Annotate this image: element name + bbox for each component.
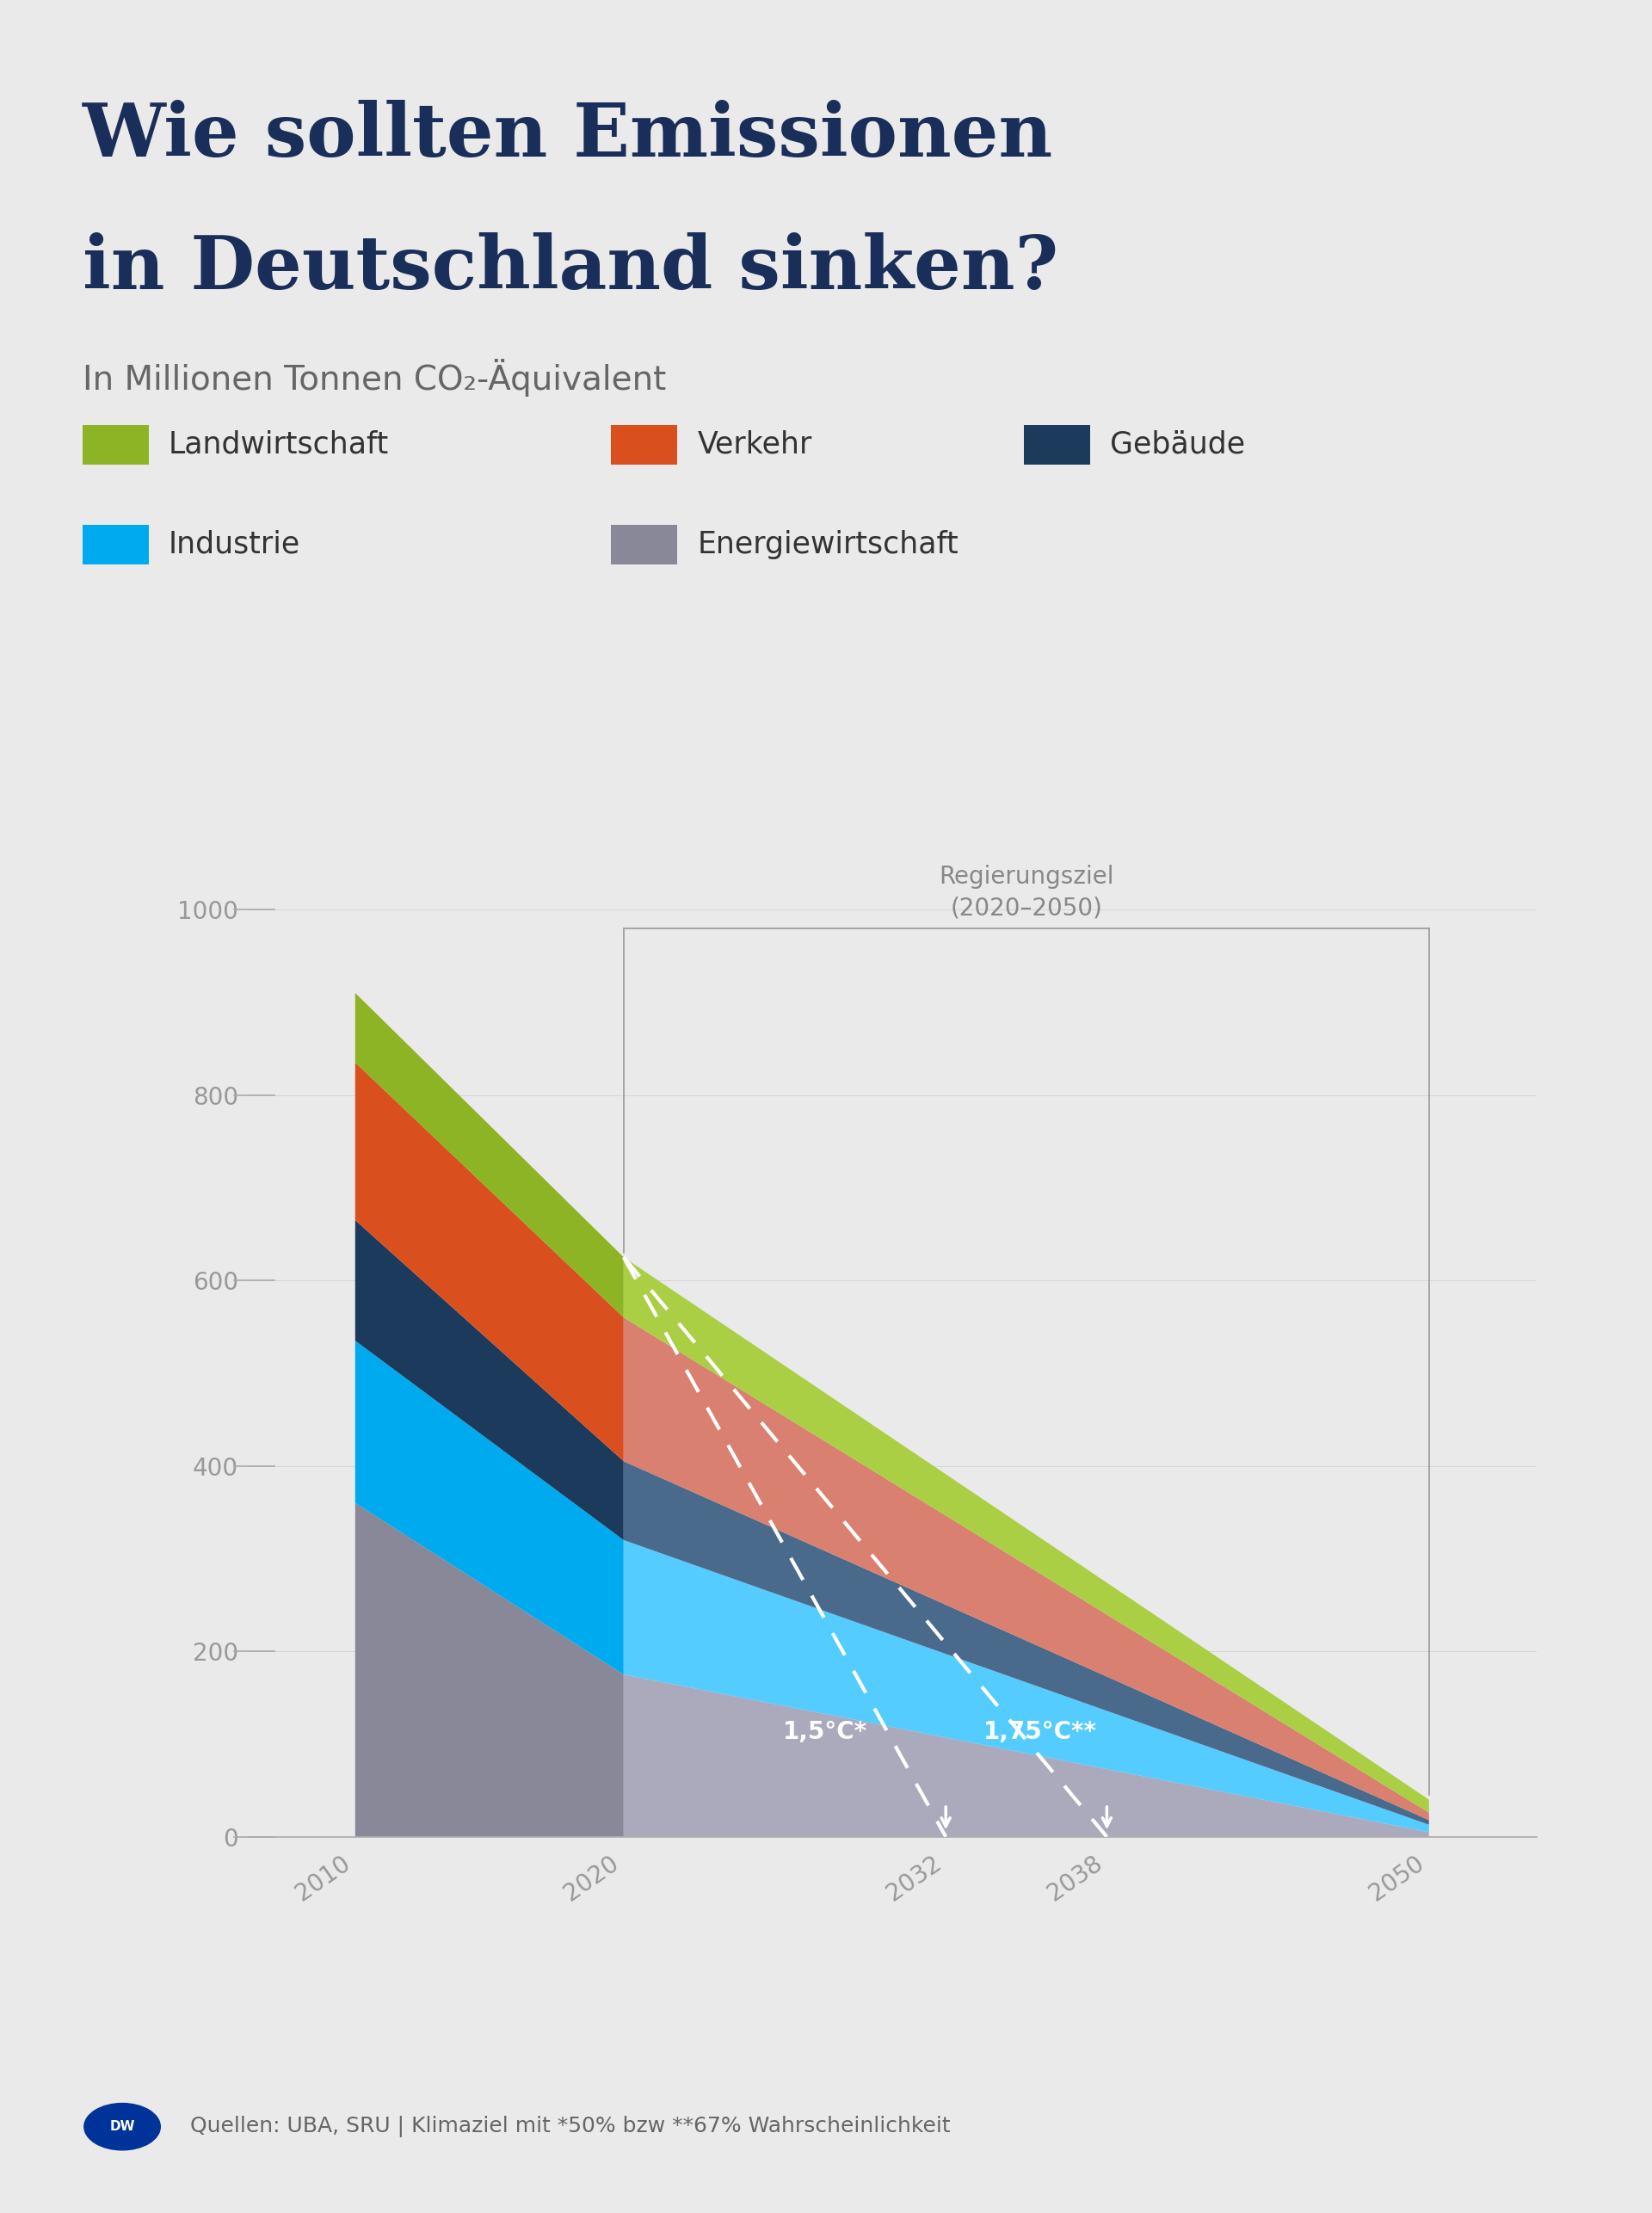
Text: Energiewirtschaft: Energiewirtschaft xyxy=(697,529,958,560)
Text: DW: DW xyxy=(109,2120,135,2133)
Text: Quellen: UBA, SRU | Klimaziel mit *50% bzw **67% Wahrscheinlichkeit: Quellen: UBA, SRU | Klimaziel mit *50% b… xyxy=(190,2116,950,2138)
Text: Verkehr: Verkehr xyxy=(697,429,811,460)
Polygon shape xyxy=(624,1317,1429,1819)
Text: Wie sollten Emissionen: Wie sollten Emissionen xyxy=(83,100,1054,173)
Text: 1,75°C**: 1,75°C** xyxy=(983,1720,1097,1744)
Polygon shape xyxy=(355,994,624,1317)
Polygon shape xyxy=(355,1341,624,1675)
Polygon shape xyxy=(355,1062,624,1461)
Text: Industrie: Industrie xyxy=(169,529,301,560)
Polygon shape xyxy=(624,1257,1429,1812)
Text: Landwirtschaft: Landwirtschaft xyxy=(169,429,388,460)
Polygon shape xyxy=(355,1503,624,1837)
Polygon shape xyxy=(624,1540,1429,1832)
Text: in Deutschland sinken?: in Deutschland sinken? xyxy=(83,232,1059,305)
Text: Regierungsziel
(2020–2050): Regierungsziel (2020–2050) xyxy=(938,865,1113,921)
Polygon shape xyxy=(624,1461,1429,1826)
Circle shape xyxy=(84,2102,160,2151)
Text: 1,5°C*: 1,5°C* xyxy=(783,1720,867,1744)
Polygon shape xyxy=(355,1219,624,1540)
Text: Gebäude: Gebäude xyxy=(1110,429,1246,460)
Text: In Millionen Tonnen CO₂-Äquivalent: In Millionen Tonnen CO₂-Äquivalent xyxy=(83,359,666,396)
Polygon shape xyxy=(624,1675,1429,1837)
